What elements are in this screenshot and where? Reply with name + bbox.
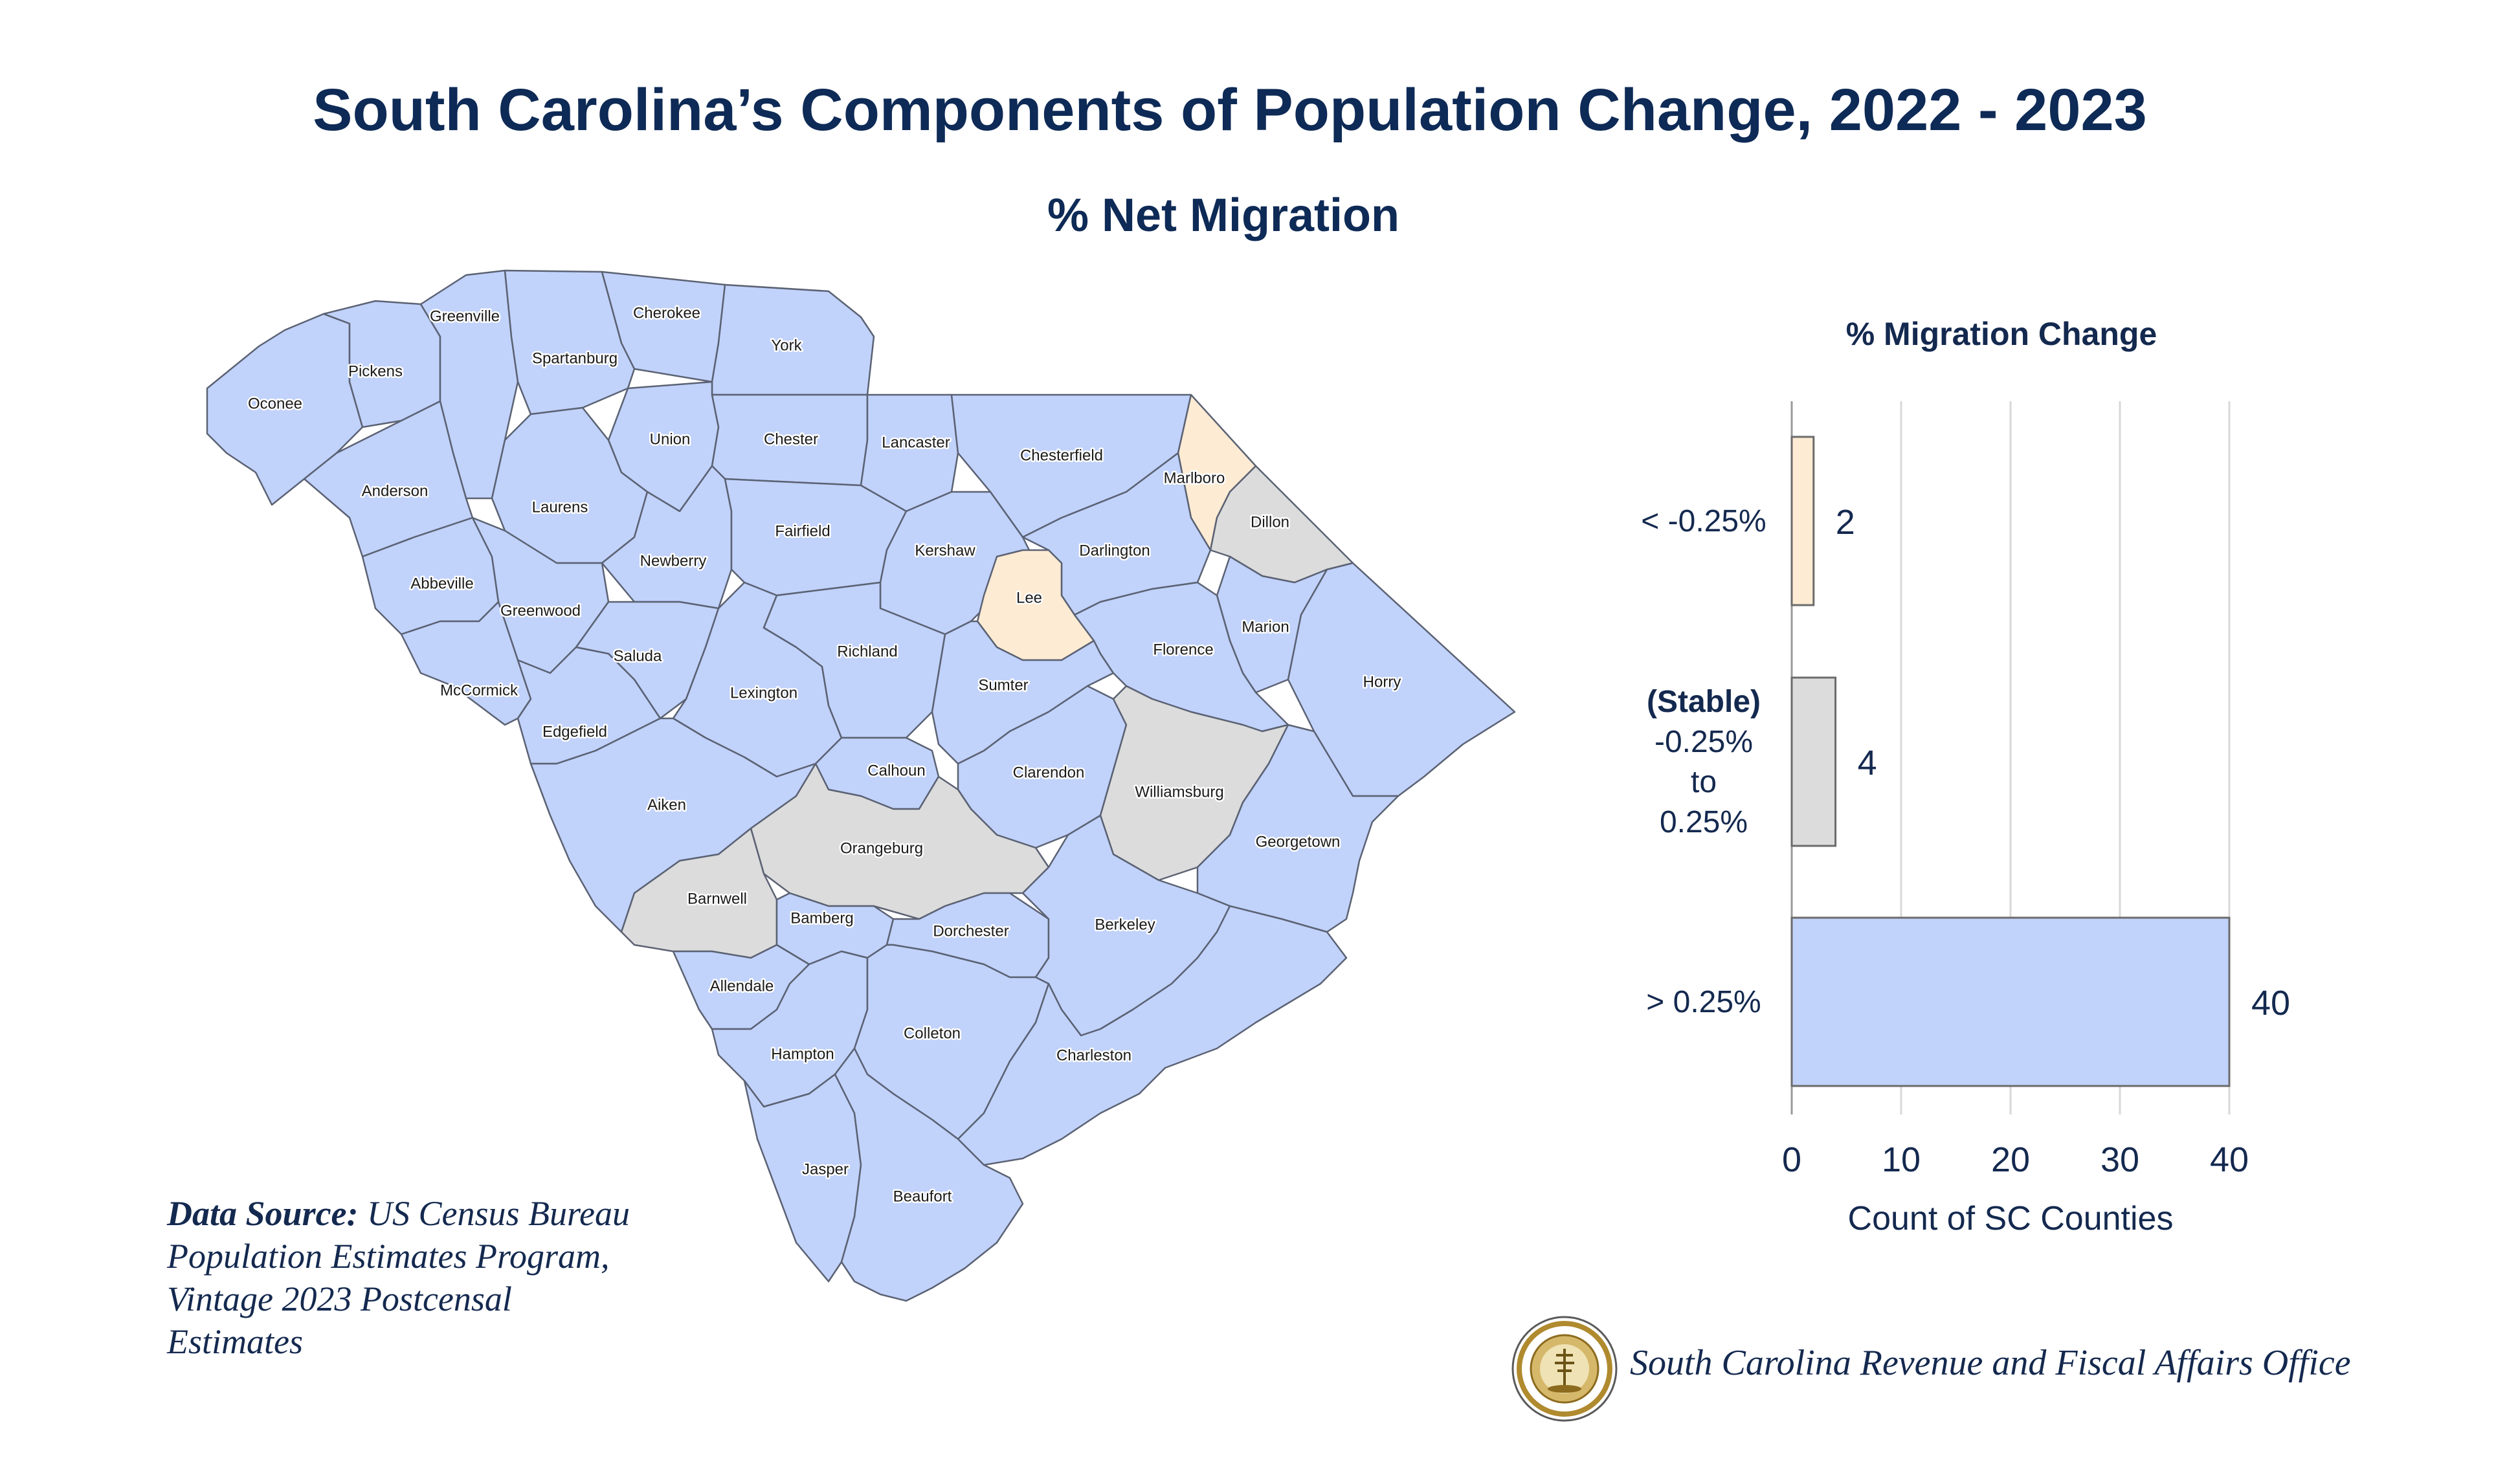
category-label: 0.25% — [1660, 805, 1748, 839]
county-label-williamsburg: Williamsburg — [1135, 783, 1223, 801]
category-label: to — [1691, 765, 1717, 799]
county-label-jasper: Jasper — [802, 1160, 849, 1178]
agency-name: South Carolina Revenue and Fiscal Affair… — [1630, 1343, 2351, 1383]
county-label-fairfield: Fairfield — [775, 522, 830, 540]
county-label-marion: Marion — [1242, 618, 1289, 636]
county-label-york: York — [771, 337, 802, 354]
county-label-calhoun: Calhoun — [867, 762, 925, 779]
county-sumter — [931, 620, 1115, 765]
bar — [1790, 676, 1837, 847]
chart-title: % Migration Change — [1846, 316, 2157, 352]
county-label-greenville: Greenville — [430, 307, 500, 325]
county-label-oconee: Oconee — [248, 395, 302, 412]
county-label-pickens: Pickens — [348, 362, 403, 380]
county-georgetown — [1196, 724, 1399, 933]
county-label-lee: Lee — [1016, 589, 1042, 606]
x-tick-label: 30 — [2100, 1140, 2139, 1179]
county-label-bamberg: Bamberg — [790, 909, 853, 927]
page-title: South Carolina’s Components of Populatio… — [313, 77, 2147, 143]
county-label-orangeburg: Orangeburg — [840, 839, 923, 857]
county-label-allendale: Allendale — [710, 977, 774, 995]
county-label-lancaster: Lancaster — [882, 434, 950, 451]
county-label-chesterfield: Chesterfield — [1020, 447, 1103, 464]
county-label-sumter: Sumter — [978, 676, 1028, 694]
x-tick-label: 20 — [1991, 1140, 2030, 1179]
bar-value-label: 2 — [1836, 503, 1855, 542]
data-source-text: US Census Bureau Population Estimates Pr… — [167, 1194, 630, 1361]
county-label-edgefield: Edgefield — [542, 723, 607, 740]
bar — [1790, 436, 1815, 606]
county-label-marlboro: Marlboro — [1164, 469, 1225, 487]
county-label-cherokee: Cherokee — [633, 304, 700, 322]
county-label-lexington: Lexington — [730, 684, 797, 702]
migration-bar-chart: % Migration Change 0 10 20 30 40 2 < -0.25% 4 (St… — [1641, 316, 2290, 1237]
county-label-chester: Chester — [764, 430, 818, 448]
county-label-darlington: Darlington — [1079, 542, 1150, 559]
county-label-charleston: Charleston — [1056, 1047, 1131, 1064]
county-anderson — [303, 400, 474, 558]
county-label-anderson: Anderson — [362, 482, 429, 500]
county-label-hampton: Hampton — [771, 1045, 834, 1063]
data-source-note: Data Source: US Census Bureau Population… — [167, 1192, 633, 1363]
county-label-dorchester: Dorchester — [933, 922, 1008, 940]
x-tick-label: 0 — [1782, 1140, 1801, 1179]
category-label: < -0.25% — [1641, 504, 1766, 538]
county-label-spartanburg: Spartanburg — [532, 349, 618, 367]
county-label-colleton: Colleton — [904, 1024, 961, 1042]
county-label-barnwell: Barnwell — [687, 890, 747, 907]
county-label-union: Union — [650, 430, 691, 448]
county-label-florence: Florence — [1153, 641, 1213, 658]
county-label-dillon: Dillon — [1251, 513, 1289, 531]
data-source-label: Data Source: — [167, 1194, 359, 1233]
county-label-greenwood: Greenwood — [500, 602, 581, 619]
county-label-saluda: Saluda — [614, 647, 662, 665]
county-label-clarendon: Clarendon — [1013, 764, 1085, 781]
x-axis-title: Count of SC Counties — [1848, 1200, 2174, 1237]
category-label: (Stable) — [1647, 685, 1761, 719]
category-label: > 0.25% — [1646, 985, 1761, 1019]
map-subtitle: % Net Migration — [1047, 190, 1399, 241]
county-label-richland: Richland — [837, 643, 897, 660]
county-label-berkeley: Berkeley — [1095, 916, 1155, 933]
county-label-laurens: Laurens — [532, 498, 588, 516]
county-newberry — [601, 465, 733, 610]
county-label-aiken: Aiken — [647, 796, 686, 814]
county-label-mccormick: McCormick — [440, 681, 518, 699]
county-label-beaufort: Beaufort — [893, 1188, 952, 1205]
county-beaufort — [834, 1047, 1024, 1302]
bar-value-label: 40 — [2251, 984, 2290, 1023]
seal-logo — [1511, 1316, 1618, 1422]
x-tick-label: 10 — [1882, 1140, 1921, 1179]
county-label-abbeville: Abbeville — [410, 575, 473, 592]
bar-value-label: 4 — [1858, 744, 1877, 782]
county-label-horry: Horry — [1363, 673, 1401, 691]
county-label-newberry: Newberry — [640, 552, 707, 570]
x-tick-label: 40 — [2210, 1140, 2249, 1179]
bar — [1790, 916, 2231, 1087]
category-label: -0.25% — [1655, 725, 1753, 759]
county-charleston — [957, 905, 1348, 1166]
county-oconee — [206, 313, 364, 506]
county-label-georgetown: Georgetown — [1256, 833, 1341, 850]
county-label-kershaw: Kershaw — [915, 542, 975, 559]
